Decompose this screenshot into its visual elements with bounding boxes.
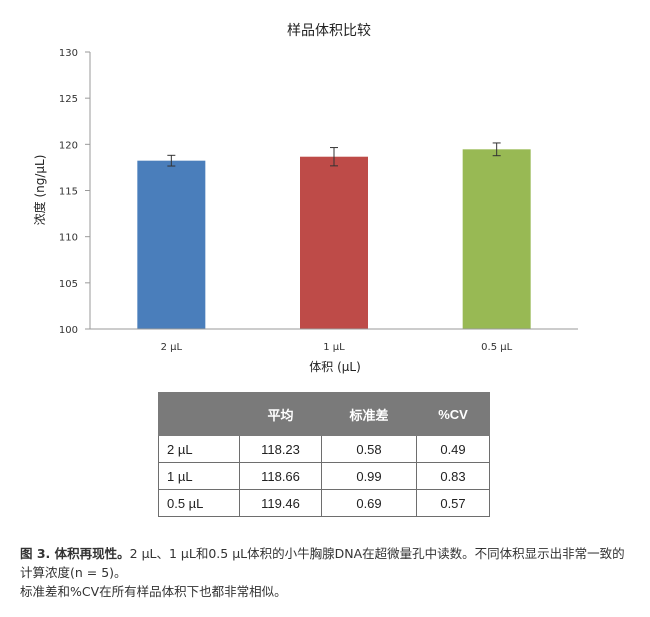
chart-title: 样品体积比较	[287, 23, 371, 39]
figure-caption: 图 3. 体积再现性。2 µL、1 µL和0.5 µL体积的小牛胸腺DNA在超微…	[20, 544, 632, 601]
error-bar	[492, 142, 501, 157]
y-axis-label: 浓度 (ng/µL)	[32, 155, 47, 226]
table-cell-stdev: 0.69	[321, 489, 417, 517]
caption-label: 图 3. 体积再现性。	[20, 546, 130, 561]
table-cell-volume: 2 µL	[158, 435, 240, 463]
table-cell-volume: 0.5 µL	[158, 489, 240, 517]
table-row: 2 µL 118.23 0.58 0.49	[158, 435, 490, 463]
table-cell-mean: 118.23	[239, 435, 322, 463]
table-cell-stdev: 0.58	[321, 435, 417, 463]
table-cell-volume: 1 µL	[158, 462, 240, 490]
y-tick-label: 110	[59, 233, 78, 244]
table-header-empty	[158, 392, 240, 436]
y-tick-label: 100	[59, 325, 78, 336]
table-cell-cv: 0.49	[416, 435, 490, 463]
bar	[462, 149, 531, 329]
table-header-mean: 平均	[239, 392, 322, 436]
y-tick-label: 105	[59, 279, 78, 290]
table-header-row: 平均 标准差 %CV	[158, 392, 490, 436]
table-header-cv: %CV	[416, 392, 490, 436]
x-tick-label: 0.5 µL	[481, 342, 512, 353]
x-tick-label: 1 µL	[323, 342, 345, 353]
table-row: 0.5 µL 119.46 0.69 0.57	[158, 489, 490, 517]
table-cell-cv: 0.57	[416, 489, 490, 517]
stats-table: 平均 标准差 %CV 2 µL 118.23 0.58 0.49 1 µL 11…	[158, 392, 490, 517]
table-cell-stdev: 0.99	[321, 462, 417, 490]
table-row: 1 µL 118.66 0.99 0.83	[158, 462, 490, 490]
table-header-stdev: 标准差	[321, 392, 417, 436]
y-tick-label: 130	[59, 48, 78, 59]
bar	[300, 156, 368, 329]
error-bar	[167, 154, 176, 167]
y-tick-label: 120	[59, 140, 78, 151]
y-tick-label: 125	[59, 94, 78, 105]
caption-text: 2 µL、1 µL和0.5 µL体积的小牛胸腺DNA在超微量孔中读数。不同体积显…	[20, 546, 625, 580]
caption-line-2: 标准差和%CV在所有样品体积下也都非常相似。	[20, 584, 287, 599]
error-bar	[330, 147, 338, 167]
table-cell-cv: 0.83	[416, 462, 490, 490]
x-axis-label: 体积 (µL)	[309, 360, 361, 374]
y-tick-label: 115	[59, 187, 78, 198]
bar-chart: 样品体积比较 浓度 (ng/µL) 体积 (µL) 100 105 110 115 12…	[32, 23, 578, 374]
caption-line-1: 图 3. 体积再现性。2 µL、1 µL和0.5 µL体积的小牛胸腺DNA在超微…	[20, 544, 632, 582]
x-tick-label: 2 µL	[161, 342, 183, 353]
table-cell-mean: 118.66	[239, 462, 322, 490]
bar	[137, 160, 206, 329]
table-cell-mean: 119.46	[239, 489, 322, 517]
